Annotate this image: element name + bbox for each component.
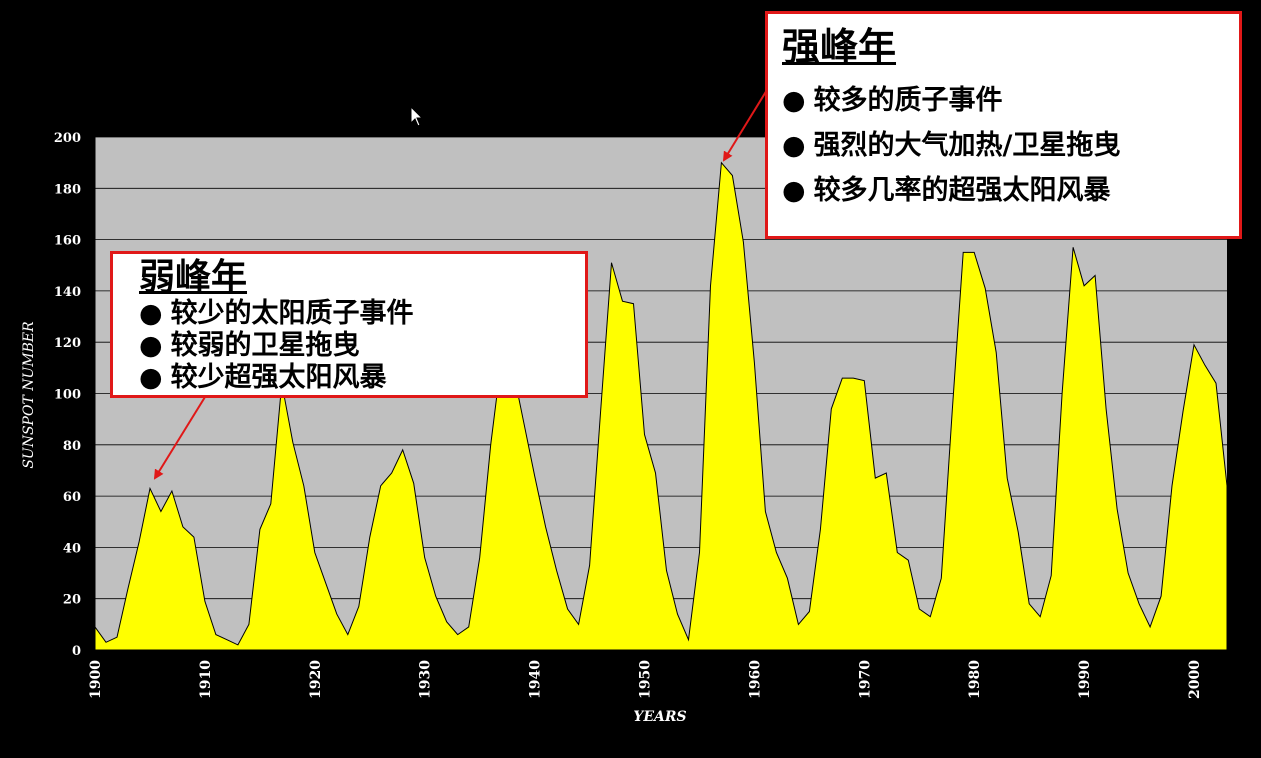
- y-axis-label: SUNSPOT NUMBER: [21, 321, 37, 469]
- mouse-cursor-icon: [410, 106, 424, 127]
- y-tick-label: 40: [63, 541, 81, 556]
- y-tick-label: 160: [54, 234, 81, 249]
- x-tick-label: 1900: [88, 660, 104, 699]
- x-tick-label: 1910: [198, 660, 214, 699]
- x-tick-label: 1970: [857, 660, 873, 699]
- y-tick-label: 80: [63, 439, 81, 454]
- y-tick-label: 60: [63, 490, 81, 505]
- y-tick-label: 180: [54, 182, 81, 197]
- y-axis-ticks: 0 20 40 60 80 100 120 140 160 180 200: [54, 131, 81, 659]
- sunspot-area-series: [94, 161, 1228, 651]
- x-axis-label: YEARS: [633, 709, 686, 725]
- strong-peak-callout: 强峰年 较多的质子事件 强烈的大气加热/卫星拖曳 较多几率的超强太阳风暴: [765, 11, 1242, 239]
- y-tick-label: 200: [54, 131, 81, 146]
- weak-peak-item: 较弱的卫星拖曳: [139, 330, 585, 362]
- strong-peak-item: 强烈的大气加热/卫星拖曳: [782, 123, 1239, 168]
- strong-peak-item: 较多的质子事件: [782, 78, 1239, 123]
- weak-peak-item: 较少的太阳质子事件: [139, 298, 585, 330]
- x-tick-label: 1980: [967, 660, 983, 699]
- x-tick-label: 1960: [747, 660, 763, 699]
- x-tick-label: 1930: [418, 660, 434, 699]
- x-axis-ticks: 1900 1910 1920 1930 1940 1950 1960 1970 1980 1990…: [88, 660, 1203, 699]
- weak-peak-item: 较少超强太阳风暴: [139, 362, 585, 394]
- y-tick-label: 120: [54, 336, 81, 351]
- y-tick-label: 0: [72, 644, 81, 659]
- strong-peak-title: 强峰年: [782, 24, 897, 69]
- x-tick-label: 2000: [1187, 660, 1203, 699]
- x-tick-label: 1950: [638, 660, 654, 699]
- y-tick-label: 20: [63, 593, 81, 608]
- x-tick-label: 1990: [1077, 660, 1093, 699]
- y-tick-label: 100: [54, 388, 81, 403]
- strong-peak-arrow: [722, 84, 771, 162]
- strong-peak-item: 较多几率的超强太阳风暴: [782, 168, 1239, 213]
- x-tick-label: 1920: [308, 660, 324, 699]
- x-tick-label: 1940: [528, 660, 544, 699]
- weak-peak-callout: 弱峰年 较少的太阳质子事件 较弱的卫星拖曳 较少超强太阳风暴: [110, 251, 588, 398]
- y-tick-label: 140: [54, 285, 81, 300]
- weak-peak-title: 弱峰年: [139, 256, 248, 298]
- weak-peak-arrow: [153, 396, 206, 480]
